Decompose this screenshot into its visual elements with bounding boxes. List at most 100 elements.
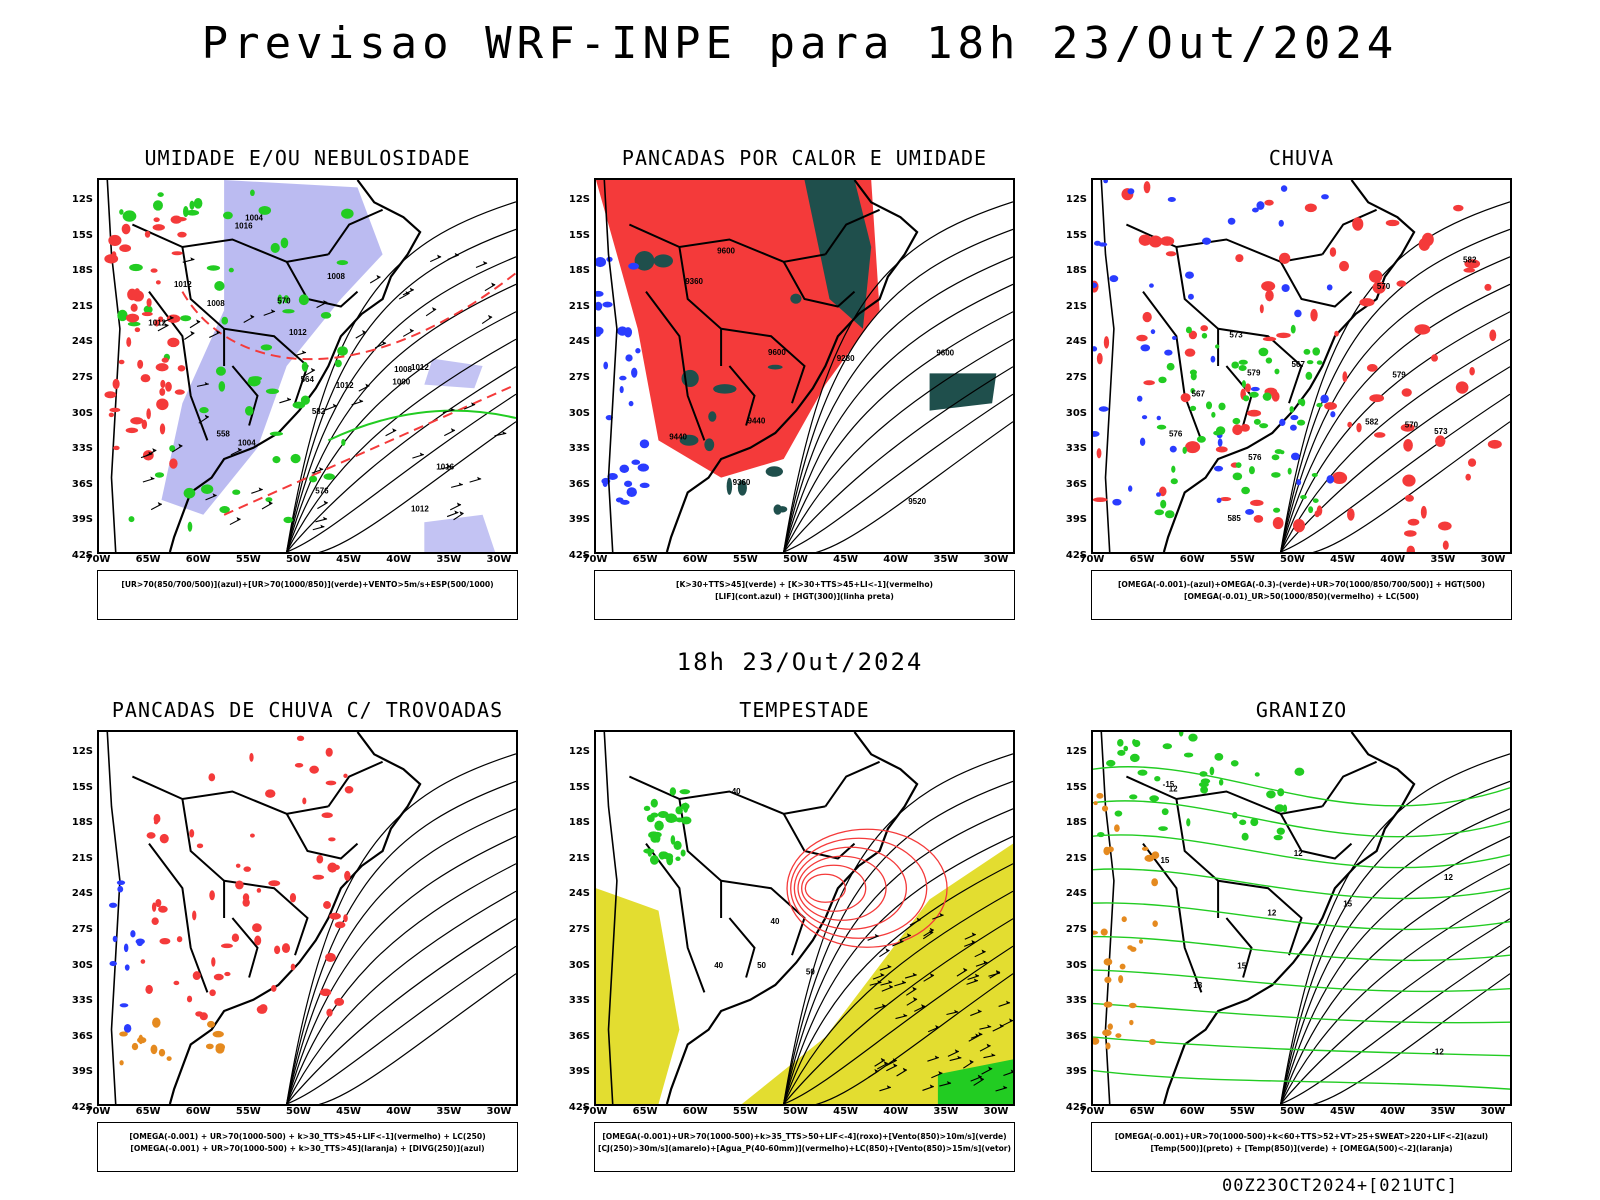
latitude-tick-label: 21S	[568, 852, 590, 864]
shaded-region	[596, 180, 880, 478]
forecast-map-panel: 585 582 579 576 573 570 567 582 579 576 573 570 567	[1091, 178, 1512, 554]
map-svg: 585 582 579 576 573 570 567 582 579 576 573 570 567	[1093, 180, 1510, 552]
longitude-tick-label: 30W	[983, 554, 1009, 565]
longitude-tick-label: 65W	[632, 554, 658, 565]
contour-label: 9360	[733, 478, 751, 487]
mid-time-label: 18h 23/Out/2024	[676, 648, 924, 676]
country-border	[1225, 917, 1253, 978]
contour-label: 12	[1444, 873, 1453, 882]
legend-line: [LIF](cont.azul) + [HGT(300)](linha pret…	[715, 592, 894, 601]
latitude-tick-label: 18S	[568, 265, 590, 277]
shaded-area	[1093, 181, 1502, 552]
country-border	[824, 760, 881, 807]
latitude-tick-label: 12S	[71, 746, 93, 757]
country-border	[782, 813, 856, 860]
contour-label: 12	[1267, 908, 1276, 917]
latitude-tick-label: 39S	[568, 1066, 590, 1078]
latitude-tick-label: 12S	[1065, 194, 1087, 205]
isolines	[286, 201, 516, 552]
contour-label: 12	[1294, 849, 1303, 858]
longitude-tick-label: 40W	[883, 1106, 909, 1117]
latitude-tick-label: 33S	[1065, 443, 1087, 455]
main-title: Previsao WRF-INPE para 18h 23/Out/2024	[201, 18, 1399, 69]
longitude-tick-label: 50W	[286, 1106, 311, 1117]
longitude-tick-label: 35W	[436, 1106, 462, 1117]
panel-title: GRANIZO	[1255, 698, 1348, 722]
longitude-tick-label: 65W	[1129, 554, 1155, 565]
latitude-tick-label: 18S	[1065, 265, 1087, 277]
longitude-tick-label: 35W	[436, 554, 462, 565]
isolines	[783, 201, 1013, 552]
longitude-tick-label: 70W	[85, 554, 111, 565]
latitude-tick-label: 33S	[568, 995, 590, 1007]
latitude-tick-label: 39S	[568, 514, 590, 526]
country-border	[131, 223, 329, 263]
longitude-tick-label: 65W	[135, 554, 161, 565]
contour-label: 1012	[289, 328, 307, 337]
run-timestamp: 00Z23OCT2024+[021UTC]	[1222, 1176, 1458, 1196]
wind-vectors	[140, 252, 507, 531]
latitude-tick-label: 21S	[71, 852, 93, 864]
contour-label: 1012	[411, 504, 429, 513]
longitude-tick-label: 70W	[1079, 554, 1105, 565]
contour-label: 1000	[392, 378, 410, 387]
panel-legend: [OMEGA(-0.001)-(azul)+OMEGA(-0.3)-(verde…	[1091, 570, 1512, 620]
isolines	[1280, 201, 1510, 552]
country-border	[782, 261, 856, 308]
contour-label: 1008	[327, 272, 345, 281]
latitude-tick-label: 30S	[1065, 407, 1087, 419]
shaded-area	[643, 787, 692, 866]
contour-label: 1008	[394, 365, 412, 374]
contour-label: 18	[1193, 981, 1202, 990]
latitude-tick-label: 21S	[568, 300, 590, 312]
longitude-tick-label: 30W	[486, 554, 512, 565]
country-border	[728, 917, 756, 978]
contour-label: 40	[771, 917, 780, 926]
coastline-west	[106, 732, 121, 1104]
coastline	[168, 180, 422, 552]
shaded-region	[741, 843, 1013, 1104]
latitude-tick-label: 36S	[71, 478, 93, 490]
shaded-area	[104, 215, 187, 469]
country-border	[628, 223, 826, 263]
latitude-tick-label: 42S	[568, 1102, 590, 1113]
country-border	[285, 813, 359, 860]
contour-label: 570	[1377, 282, 1391, 291]
contour-label: 558	[217, 430, 231, 439]
contour-label: 1016	[235, 221, 253, 230]
country-border	[148, 843, 209, 993]
longitude-tick-label: 60W	[1179, 1106, 1205, 1117]
contour-label: 582	[1463, 256, 1477, 265]
latitude-tick-label: 15S	[1065, 781, 1087, 793]
contour-label: 1012	[336, 381, 354, 390]
legend-line: [OMEGA(-0.001) + UR>70(1000-500) + k>30_…	[129, 1132, 486, 1141]
latitude-tick-label: 30S	[1065, 959, 1087, 971]
contour-label: 582	[1365, 418, 1379, 427]
forecast-map-panel: 12 15 18 12 15 12 -12 -15 12 15	[1091, 730, 1512, 1106]
longitude-tick-label: 30W	[983, 1106, 1009, 1117]
latitude-tick-label: 24S	[568, 888, 590, 900]
map-svg: 9600 9600 9600 9520 9440 9360 9280 9360 9440	[596, 180, 1013, 552]
longitude-tick-label: 60W	[682, 1106, 708, 1117]
shaded-area	[1097, 732, 1305, 841]
country-border	[231, 365, 259, 426]
isolines	[1280, 753, 1510, 1104]
latitude-tick-label: 18S	[568, 817, 590, 829]
longitude-tick-label: 45W	[1330, 1106, 1356, 1117]
coastline-west	[1100, 180, 1115, 552]
latitude-tick-label: 42S	[71, 1102, 93, 1113]
latitude-tick-label: 27S	[568, 372, 590, 383]
contour-label: 567	[1292, 360, 1306, 369]
legend-line: [CJ(250)>30m/s](amarelo)+[Agua_P(40-60mm…	[597, 1144, 1012, 1153]
map-svg	[106, 732, 516, 1104]
country-border	[131, 775, 329, 815]
country-border	[327, 760, 384, 807]
shaded-area	[140, 735, 354, 1021]
latitude-tick-label: 24S	[568, 336, 590, 348]
latitude-tick-label: 39S	[1065, 514, 1087, 526]
contour-label: 573	[1434, 427, 1448, 436]
country-border	[181, 798, 226, 918]
coastline-west	[603, 732, 618, 1104]
country-border	[1321, 208, 1378, 255]
contour-label: 579	[1247, 368, 1261, 377]
